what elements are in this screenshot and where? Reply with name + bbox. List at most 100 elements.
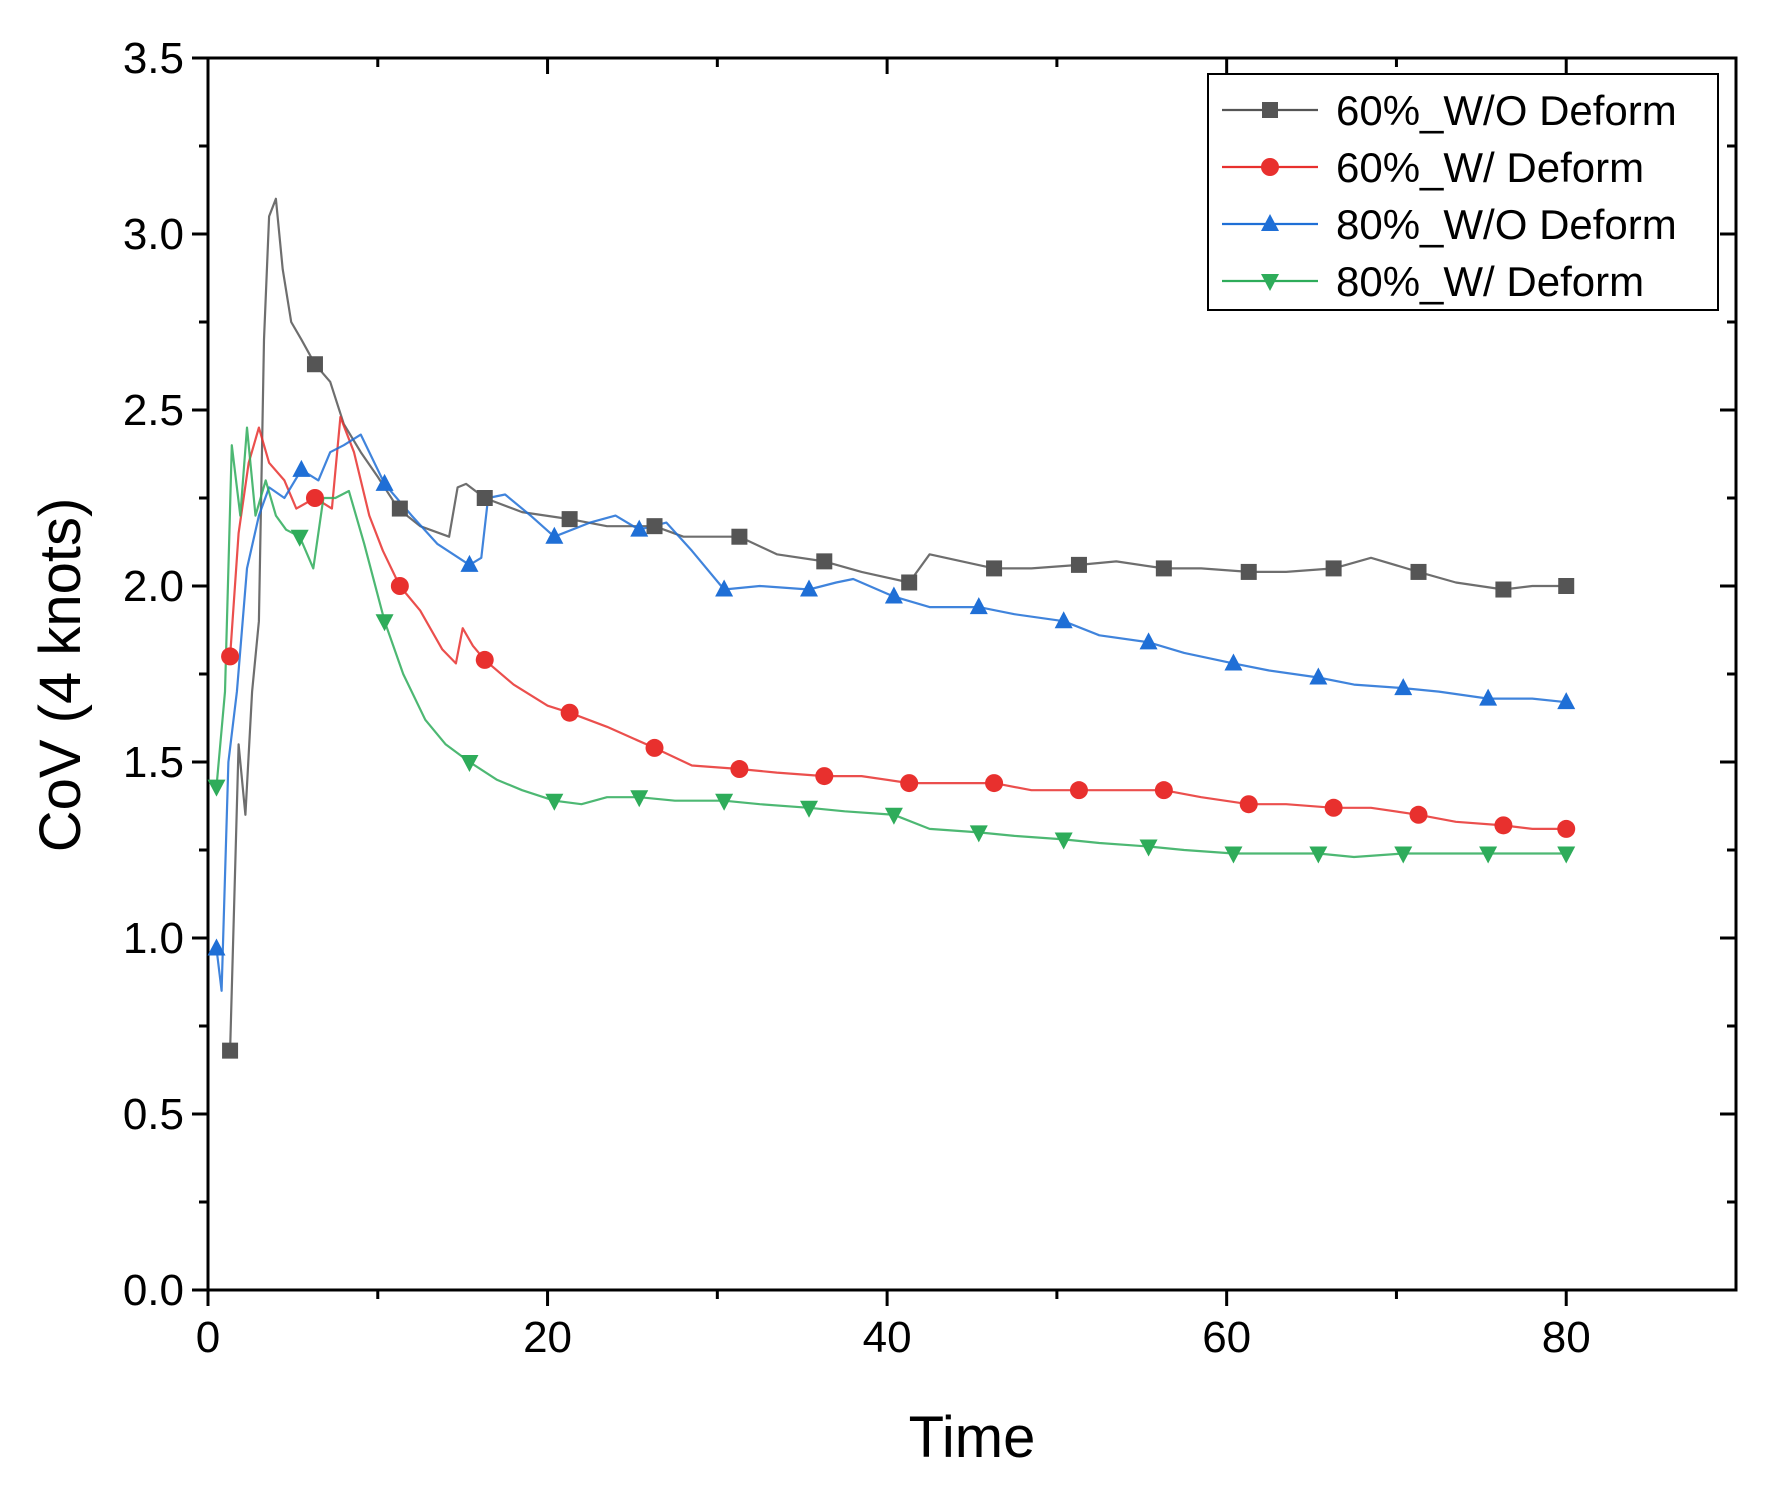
data-point-80-w-o-deform	[884, 586, 903, 604]
data-point-80-w-o-deform	[715, 579, 734, 597]
data-point-60-w-o-deform	[1070, 556, 1087, 573]
x-tick-label: 40	[863, 1313, 912, 1362]
data-point-80-w-o-deform	[1054, 611, 1073, 629]
data-point-80-w-o-deform	[1139, 632, 1158, 650]
series-markers	[207, 356, 1576, 1059]
data-point-60-w-deform	[815, 767, 834, 786]
data-point-80-w-deform	[545, 793, 564, 811]
data-point-80-w-o-deform	[630, 519, 649, 537]
data-point-60-w-o-deform	[1558, 578, 1575, 594]
x-tick-label: 0	[196, 1313, 220, 1362]
data-point-60-w-deform	[645, 738, 664, 757]
legend-box	[1207, 73, 1719, 311]
data-point-80-w-o-deform	[1479, 688, 1498, 706]
data-point-80-w-deform	[800, 800, 819, 818]
legend-label: 80%_W/O Deform	[1336, 201, 1677, 248]
y-tick-label: 2.0	[123, 562, 184, 611]
y-tick-label: 1.5	[123, 738, 184, 787]
x-tick-label: 80	[1542, 1313, 1591, 1362]
y-tick-label: 3.0	[123, 210, 184, 259]
data-point-60-w-o-deform	[1495, 581, 1512, 598]
series-line-80-w-deform	[215, 426, 1567, 859]
y-tick-label: 0.0	[123, 1266, 184, 1315]
data-point-80-w-deform	[1224, 846, 1243, 864]
series-lines	[215, 197, 1567, 1051]
data-point-60-w-o-deform	[391, 500, 408, 517]
data-point-80-w-deform	[375, 614, 394, 632]
data-point-60-w-deform	[475, 650, 494, 669]
data-point-60-w-o-deform	[731, 528, 748, 545]
data-point-80-w-o-deform	[545, 526, 564, 544]
data-point-80-w-o-deform	[1394, 678, 1413, 696]
data-point-60-w-deform	[1324, 798, 1343, 817]
legend-marker	[1262, 102, 1278, 118]
data-point-80-w-deform	[1139, 839, 1158, 857]
data-point-80-w-o-deform	[1309, 667, 1328, 685]
data-point-60-w-o-deform	[1325, 560, 1342, 577]
data-point-60-w-o-deform	[561, 511, 578, 528]
data-point-80-w-o-deform	[375, 473, 394, 491]
data-point-60-w-deform	[390, 577, 409, 595]
data-point-80-w-o-deform	[207, 938, 226, 956]
y-tick-label: 0.5	[123, 1090, 184, 1139]
data-point-80-w-deform	[884, 807, 903, 825]
legend-label: 60%_W/ Deform	[1336, 144, 1644, 191]
data-point-80-w-deform	[207, 779, 226, 797]
data-point-80-w-deform	[715, 793, 734, 811]
data-point-80-w-deform	[630, 790, 649, 808]
data-point-60-w-o-deform	[222, 1042, 239, 1059]
x-tick-label: 20	[523, 1313, 572, 1362]
data-point-80-w-o-deform	[1224, 653, 1243, 671]
data-point-60-w-o-deform	[1155, 560, 1172, 577]
data-point-80-w-o-deform	[460, 554, 479, 572]
legend-items: 60%_W/O Deform 60%_W/ Deform 80%_W/O Defor…	[1222, 87, 1677, 305]
data-point-60-w-o-deform	[476, 490, 493, 506]
legend-label: 60%_W/O Deform	[1336, 87, 1677, 134]
x-axis-title: Time	[909, 1405, 1036, 1470]
data-point-60-w-o-deform	[816, 553, 833, 570]
y-axis-title: CoV (4 knots)	[28, 498, 93, 853]
data-point-80-w-deform	[1309, 846, 1328, 864]
data-point-80-w-o-deform	[800, 579, 819, 597]
data-point-80-w-deform	[290, 529, 309, 547]
legend-marker	[1261, 158, 1279, 176]
data-point-60-w-o-deform	[646, 518, 663, 535]
data-point-60-w-o-deform	[1410, 563, 1427, 580]
series-line-60-w-o-deform	[229, 197, 1567, 1051]
y-axis: 0.0 0.5 1.0 1.5 2.0 2.5 3.0 3.5	[123, 34, 1736, 1315]
data-point-80-w-deform	[1557, 846, 1576, 864]
x-tick-label: 60	[1202, 1313, 1251, 1362]
data-point-60-w-o-deform	[901, 574, 918, 591]
x-axis: 0 20 40 60 80	[196, 58, 1591, 1362]
data-point-80-w-o-deform	[969, 597, 988, 615]
data-point-60-w-deform	[1069, 781, 1088, 800]
data-point-60-w-deform	[900, 774, 919, 793]
data-point-80-w-deform	[1479, 846, 1498, 864]
y-tick-label: 1.0	[123, 914, 184, 963]
data-point-80-w-deform	[969, 825, 988, 843]
data-point-60-w-o-deform	[306, 356, 323, 373]
data-point-60-w-deform	[1494, 816, 1513, 835]
legend: 60%_W/O Deform 60%_W/ Deform 80%_W/O Defor…	[1207, 73, 1719, 311]
data-point-60-w-deform	[1557, 819, 1576, 838]
data-point-60-w-o-deform	[986, 560, 1003, 577]
data-point-60-w-deform	[1154, 781, 1173, 800]
series-line-80-w-o-deform	[215, 433, 1567, 992]
data-point-80-w-deform	[1394, 846, 1413, 864]
y-tick-label: 3.5	[123, 34, 184, 83]
data-point-60-w-deform	[730, 760, 749, 779]
data-point-60-w-deform	[560, 703, 579, 722]
data-point-80-w-deform	[460, 755, 479, 772]
data-point-60-w-deform	[305, 489, 324, 507]
series-line-60-w-deform	[229, 415, 1567, 831]
data-point-60-w-deform	[1409, 805, 1428, 824]
data-point-60-w-deform	[985, 774, 1004, 793]
data-point-60-w-deform	[1239, 795, 1258, 814]
legend-marker	[1261, 214, 1279, 231]
data-point-80-w-o-deform	[1557, 692, 1576, 710]
data-point-60-w-o-deform	[1240, 563, 1257, 580]
data-point-60-w-deform	[221, 647, 240, 666]
y-tick-label: 2.5	[123, 386, 184, 435]
data-point-80-w-deform	[1054, 832, 1073, 850]
legend-label: 80%_W/ Deform	[1336, 258, 1644, 305]
